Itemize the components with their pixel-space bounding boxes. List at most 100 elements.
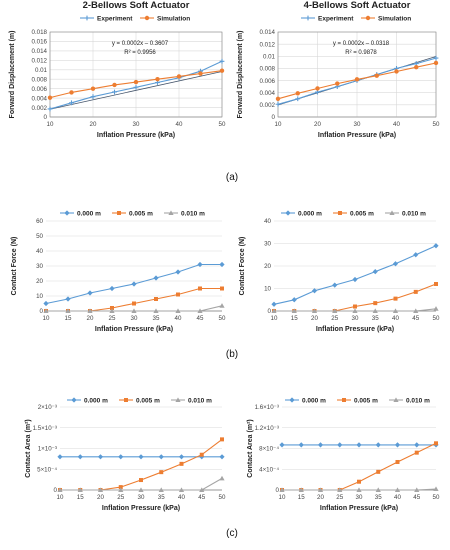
data-point [199, 487, 205, 492]
x-tick-label: 30 [131, 315, 138, 322]
y-tick-label: 0.002 [260, 102, 276, 109]
x-tick-label: 15 [291, 315, 298, 322]
x-tick-label: 30 [356, 494, 363, 501]
data-point [271, 308, 277, 313]
data-point [219, 303, 225, 308]
data-point [176, 292, 180, 297]
data-point [413, 308, 419, 313]
series-2 [47, 68, 225, 100]
legend-marker [144, 15, 150, 21]
x-tick-label: 50 [433, 121, 440, 128]
data-point [65, 296, 71, 302]
data-point [337, 442, 343, 448]
legend-label: Simulation [157, 15, 190, 22]
legend-marker [393, 397, 399, 402]
legend-label: 0.005 m [350, 210, 374, 217]
data-point [109, 285, 115, 292]
data-point [175, 269, 181, 275]
data-point [220, 437, 224, 442]
plot-frame [277, 31, 437, 118]
chart-5: 0 5×10⁻⁴ 1×10⁻³ 1.5×10⁻³ 2×10⁻³ 10 15 20 25 30 35 4… [25, 397, 226, 512]
x-tick-label: 50 [433, 315, 440, 322]
data-point [414, 65, 419, 70]
data-point [69, 90, 74, 95]
data-point [153, 308, 159, 313]
y-tick-label: 0.002 [32, 105, 48, 112]
data-point [375, 442, 381, 448]
legend-label: 0.010 m [406, 397, 430, 404]
y-tick-label: 20 [36, 278, 43, 285]
y-tick-label: 0 [268, 308, 272, 315]
legend-label: 0.010 m [402, 210, 426, 217]
x-tick-label: 40 [176, 121, 183, 128]
legend-marker [338, 211, 342, 215]
legend-marker [289, 397, 295, 403]
y-tick-label: 2×10⁻³ [38, 404, 57, 411]
fit-equation: y = 0.0002x – 0.0318 [333, 41, 390, 47]
data-point [298, 487, 304, 492]
y-tick-label: 0.004 [260, 90, 276, 97]
y-tick-label: 1.6×10⁻³ [255, 404, 279, 411]
data-point [69, 100, 74, 106]
data-point [311, 308, 318, 313]
series-1 [47, 58, 225, 112]
y-tick-label: 0 [40, 308, 44, 315]
y-tick-label: 10 [36, 293, 43, 300]
data-point [413, 252, 419, 258]
x-tick-label: 35 [372, 315, 379, 322]
y-tick-label: 0.014 [32, 48, 48, 55]
y-axis-label: Contact Area (m²) [25, 419, 32, 477]
y-tick-label: 0.012 [260, 41, 276, 48]
chart-6: 0 4×10⁻⁴ 8×10⁻⁴ 1.2×10⁻³ 1.6×10⁻³ 10 15 20 25 30 3… [247, 397, 440, 512]
chart-title: 2-Bellows Soft Actuator [83, 0, 190, 11]
y-tick-label: 0.006 [260, 78, 276, 85]
legend: 0.000 m 0.005 m 0.010 m [60, 210, 205, 217]
data-point [337, 487, 343, 492]
legend-marker [365, 15, 371, 21]
x-axis-label: Inflation Pressure (kPa) [102, 505, 180, 512]
x-tick-label: 35 [375, 494, 382, 501]
data-point [154, 297, 158, 301]
data-point [175, 308, 181, 313]
y-axis-label: Contact Area (m²) [247, 419, 254, 477]
data-point [332, 308, 338, 313]
y-tick-label: 0.018 [32, 29, 48, 36]
data-point [279, 487, 285, 492]
chart-title: 4-Bellows Soft Actuator [304, 0, 411, 11]
legend-marker [175, 397, 181, 402]
legend-label: 0.010 m [181, 210, 205, 217]
data-point [275, 101, 281, 107]
legend-label: 0.000 m [298, 210, 322, 217]
data-point [433, 243, 439, 249]
x-tick-label: 25 [109, 315, 116, 322]
data-point [133, 79, 139, 85]
data-point [90, 86, 96, 91]
x-tick-label: 10 [271, 315, 278, 322]
legend-label: 0.005 m [136, 397, 160, 404]
series-line [60, 438, 223, 491]
legend: 0.000 m 0.005 m 0.010 m [285, 397, 430, 404]
x-axis-label: Inflation Pressure (kPa) [318, 132, 396, 139]
data-point [118, 485, 123, 490]
data-point [372, 269, 378, 275]
data-point [356, 487, 362, 492]
x-tick-label: 25 [336, 494, 343, 501]
data-point [90, 94, 96, 100]
y-tick-label: 1×10⁻³ [38, 446, 57, 453]
series-2 [58, 437, 224, 492]
x-tick-label: 50 [219, 315, 226, 322]
y-tick-label: 30 [36, 263, 43, 270]
data-point [198, 71, 203, 76]
x-tick-label: 25 [117, 494, 124, 501]
data-point [354, 77, 360, 82]
data-point [219, 475, 225, 481]
data-point [434, 282, 438, 286]
data-point [158, 454, 164, 460]
data-point [109, 308, 115, 313]
legend-label: Experiment [97, 15, 133, 22]
data-point [138, 454, 144, 460]
data-point [356, 442, 362, 448]
y-tick-label: 1.5×10⁻³ [33, 425, 57, 432]
y-tick-label: 0 [276, 487, 280, 494]
